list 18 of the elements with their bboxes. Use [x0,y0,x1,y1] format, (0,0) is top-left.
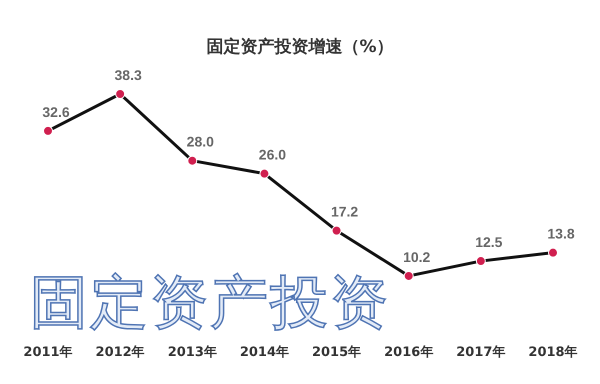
x-tick-label: 2013年 [168,345,217,360]
x-tick-label: 2017年 [456,345,506,360]
data-label: 32.6 [42,104,70,120]
x-tick-label: 2011年 [23,345,73,360]
x-tick-label: 2018年 [528,345,578,360]
x-tick-label: 2015年 [312,345,362,360]
x-tick-label: 2016年 [384,345,434,360]
data-label: 12.5 [475,234,503,250]
data-label: 10.2 [403,248,431,265]
x-tick-label: 2014年 [240,345,290,360]
chart-title: 固定资产投资增速（%） [206,37,394,57]
data-label: 28.0 [186,134,214,150]
data-label: 26.0 [258,146,286,163]
data-label: 38.3 [114,67,142,83]
data-label: 13.8 [547,226,575,242]
annotation: 固定资产投资 [30,268,390,336]
data-label: 17.2 [330,204,358,220]
x-tick-label: 2012年 [96,345,145,360]
